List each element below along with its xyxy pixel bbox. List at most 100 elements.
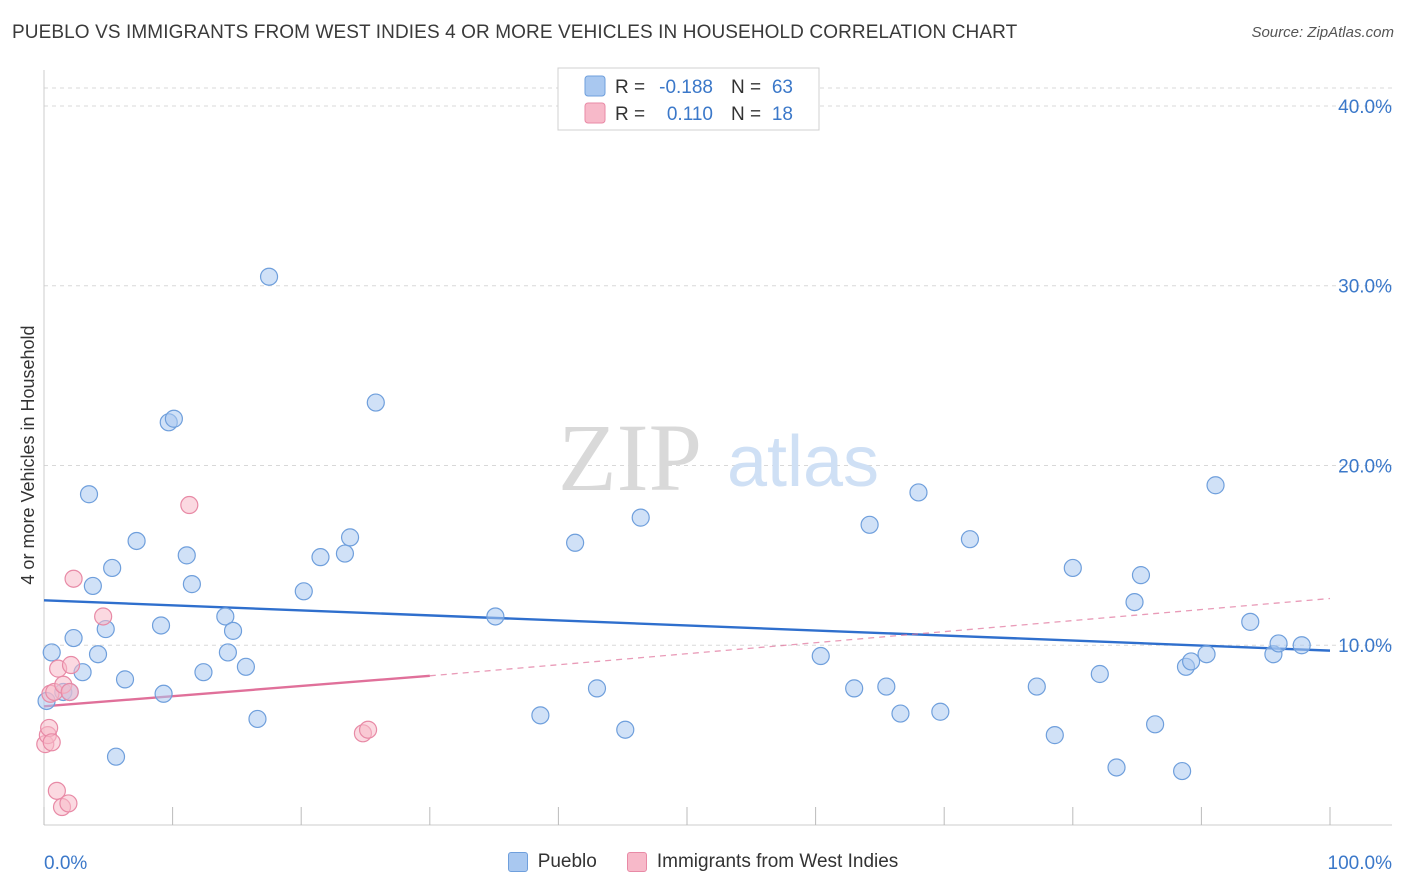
pueblo-point [845, 679, 864, 698]
pueblo-point [335, 544, 355, 563]
pueblo-point [631, 508, 650, 527]
pueblo-point [1292, 636, 1311, 655]
west-indies-point [64, 569, 83, 588]
pueblo-point [248, 709, 267, 729]
pueblo-point [42, 643, 61, 662]
legend-n-value-2: 18 [772, 104, 793, 125]
pueblo-point [83, 576, 102, 596]
legend-swatch-west-indies [584, 102, 606, 124]
legend-n-label-2: N = [731, 104, 761, 125]
pueblo-point [164, 409, 183, 428]
watermark-atlas: atlas [727, 422, 879, 502]
pueblo-point [1125, 592, 1144, 612]
x-tick-label-min: 0.0% [44, 853, 87, 874]
pueblo-point [218, 643, 237, 662]
y-tick-label: 40.0% [1338, 97, 1392, 118]
legend-swatch-pueblo-bottom [507, 852, 528, 872]
pueblo-point [311, 548, 330, 567]
pueblo-point [88, 645, 108, 664]
pueblo-point [811, 646, 830, 666]
pueblo-point [616, 720, 635, 739]
pueblo-point [1090, 664, 1109, 684]
pueblo-point [103, 558, 122, 578]
pueblo-point [216, 607, 235, 626]
pueblo-point [486, 607, 505, 626]
pueblo-point [860, 515, 879, 534]
legend-r-label-2: R = [615, 104, 645, 125]
legend-r-value-2: 0.110 [667, 104, 713, 125]
chart-title: PUEBLO VS IMMIGRANTS FROM WEST INDIES 4 … [12, 22, 1018, 43]
west-indies-point [358, 720, 378, 739]
pueblo-point [1063, 558, 1082, 578]
pueblo-point [1146, 715, 1165, 734]
pueblo-point [1182, 652, 1201, 671]
pueblo-point [960, 530, 980, 549]
pueblo-point [1131, 566, 1151, 585]
west-indies-point [94, 607, 113, 626]
pueblo-point [1173, 761, 1192, 781]
legend-label-west-indies: Immigrants from West Indies [656, 851, 899, 872]
legend-item-west-indies: Immigrants from West Indies [626, 851, 899, 873]
pueblo-point [909, 483, 928, 502]
x-tick-label-max: 100.0% [1328, 853, 1393, 874]
legend-r-value-1: -0.188 [659, 77, 713, 98]
legend-top: R = -0.188 N = 63 R = 0.110 N = 18 [557, 67, 820, 131]
watermark: ZIP atlas [558, 404, 879, 511]
west-indies-point [47, 781, 66, 800]
pueblo-point [891, 704, 910, 723]
pueblo-point [1045, 726, 1064, 745]
pueblo-point [127, 531, 146, 551]
pueblo-point [1241, 612, 1260, 631]
pueblo-point [259, 267, 279, 286]
pueblo-point [1269, 634, 1288, 653]
pueblo-point [154, 684, 173, 703]
west-indies-point [42, 733, 61, 752]
y-axis-label: 4 or more Vehicles in Household [18, 325, 38, 584]
trend-lines [43, 597, 1331, 708]
pueblo-point [1197, 645, 1216, 664]
west-indies-point [59, 794, 78, 813]
legend-r-label-1: R = [615, 77, 645, 98]
pueblo-point [182, 575, 201, 594]
pueblo-point [64, 628, 83, 648]
pueblo-point [194, 663, 213, 682]
legend-item-pueblo: Pueblo [507, 851, 597, 873]
pueblo-point [223, 621, 243, 640]
pueblo-point [177, 546, 196, 565]
pueblo-point [566, 533, 585, 552]
pueblo-trend-line [43, 599, 1331, 652]
y-tick-label: 10.0% [1338, 636, 1392, 657]
source-note: Source: ZipAtlas.com [1251, 24, 1394, 41]
pueblo-point [877, 677, 896, 696]
west-indies-point [60, 682, 79, 702]
west-indies-trend-extension [429, 597, 1331, 677]
pueblo-point [340, 528, 360, 547]
data-points [36, 267, 1311, 817]
west-indies-point [61, 655, 81, 675]
pueblo-point [106, 747, 126, 766]
pueblo-point [294, 582, 313, 601]
pueblo-point [531, 706, 550, 725]
pueblo-point [587, 679, 607, 698]
pueblo-point [115, 670, 135, 689]
tick-labels: 10.0% 20.0% 30.0% 40.0% 0.0% 100.0% [44, 97, 1392, 874]
west-indies-point [180, 495, 199, 515]
y-tick-label: 20.0% [1338, 456, 1392, 477]
axes [43, 70, 1392, 826]
legend-n-value-1: 63 [772, 77, 793, 98]
legend-swatch-pueblo [584, 75, 606, 97]
legend-label-pueblo: Pueblo [537, 851, 597, 872]
grid-lines [44, 87, 1392, 646]
pueblo-point [236, 657, 256, 676]
legend-bottom: Pueblo Immigrants from West Indies [0, 851, 1406, 873]
y-tick-label: 30.0% [1338, 277, 1392, 298]
pueblo-point [151, 616, 171, 635]
pueblo-point [1107, 758, 1126, 777]
legend-n-label-1: N = [731, 77, 761, 98]
pueblo-point [1027, 677, 1046, 696]
pueblo-point [1206, 476, 1225, 495]
watermark-zip: ZIP [558, 404, 702, 511]
west-indies-trend-line [43, 674, 430, 708]
legend-swatch-west-indies-bottom [626, 852, 647, 872]
